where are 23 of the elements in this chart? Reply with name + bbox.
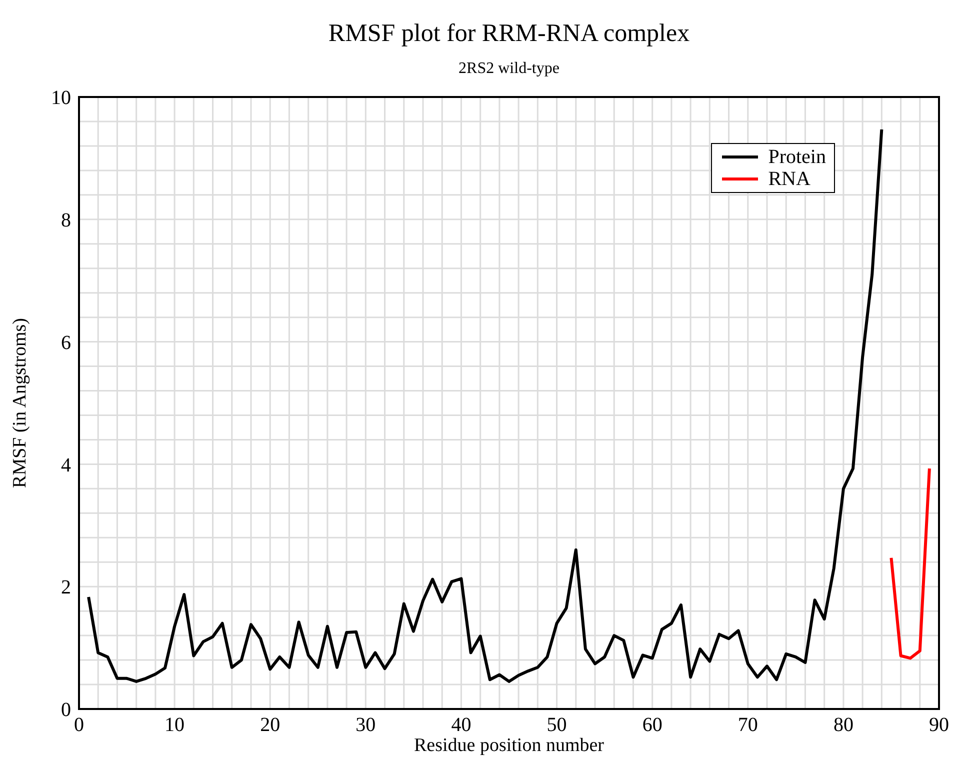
x-tick-label: 60 — [642, 714, 662, 736]
line-series — [87, 128, 884, 683]
x-tick-label: 90 — [929, 714, 949, 736]
line-series — [890, 466, 931, 660]
x-tick-label: 30 — [356, 714, 376, 736]
chart-title: RMSF plot for RRM-RNA complex — [327, 20, 691, 48]
x-tick-label: 20 — [260, 714, 280, 736]
y-tick-label: 10 — [51, 87, 71, 110]
x-axis-title: Residue position number — [414, 735, 605, 756]
y-tick-label: 4 — [61, 454, 71, 476]
x-tick-label: 80 — [833, 714, 854, 736]
x-tick-label: 70 — [738, 714, 758, 736]
y-tick-label: 0 — [61, 699, 71, 722]
x-tick-label: 10 — [164, 714, 185, 736]
y-tick-label: 8 — [61, 210, 71, 232]
y-tick-label: 6 — [61, 332, 71, 354]
y-tick-label: 2 — [61, 576, 71, 599]
legend-label: Protein — [768, 146, 826, 168]
x-tick-label: 50 — [546, 714, 567, 736]
y-axis-title: RMSF (in Angstroms) — [10, 318, 31, 488]
x-tick-label: 40 — [451, 714, 472, 736]
legend-label: RNA — [768, 168, 810, 190]
chart-subtitle: 2RS2 wild-type — [458, 60, 560, 78]
